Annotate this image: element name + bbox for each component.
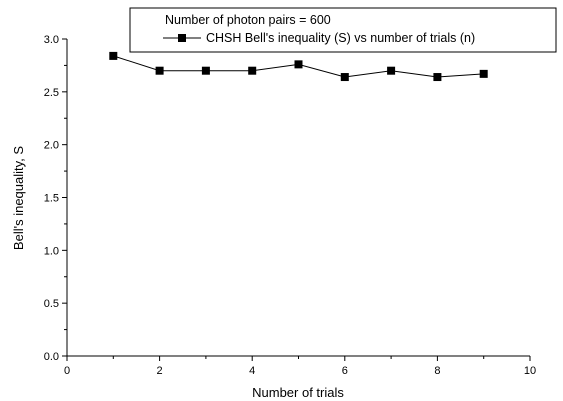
x-tick-label: 4: [249, 365, 255, 377]
legend-series-label: CHSH Bell's inequality (S) vs number of …: [206, 31, 475, 45]
data-point: [201, 66, 210, 75]
legend-note: Number of photon pairs = 600: [165, 13, 331, 27]
y-tick-label: 3.0: [44, 34, 59, 46]
data-point: [340, 73, 349, 82]
legend-box: [129, 7, 557, 53]
data-point: [248, 66, 257, 75]
data-point: [433, 73, 442, 82]
axes: [66, 39, 530, 357]
data-point: [155, 66, 164, 75]
data-point: [387, 66, 396, 75]
y-tick-label: 2.5: [44, 87, 59, 99]
y-tick-label: 0.5: [44, 298, 59, 310]
y-tick-label: 1.0: [44, 245, 59, 257]
x-tick-label: 2: [157, 365, 163, 377]
y-tick-label: 1.5: [44, 193, 59, 205]
data-point: [294, 60, 303, 69]
legend: Number of photon pairs = 600 CHSH Bell's…: [129, 7, 557, 53]
x-tick-label: 10: [524, 365, 536, 377]
y-tick-label: 2.0: [44, 140, 59, 152]
y-axis-title: Bell's inequality, S: [11, 146, 26, 250]
ticks: 0 2 4 6 8 10 0.0 0.5 1.0 1.5 2.0 2.5 3.0: [44, 34, 536, 377]
x-axis-title: Number of trials: [252, 385, 344, 400]
data-point: [479, 69, 488, 78]
data-point: [109, 51, 118, 60]
series: [109, 51, 488, 82]
x-tick-label: 6: [342, 365, 348, 377]
legend-marker: [178, 34, 186, 42]
x-tick-label: 8: [434, 365, 440, 377]
y-tick-label: 0.0: [44, 351, 59, 363]
x-tick-label: 0: [64, 365, 70, 377]
